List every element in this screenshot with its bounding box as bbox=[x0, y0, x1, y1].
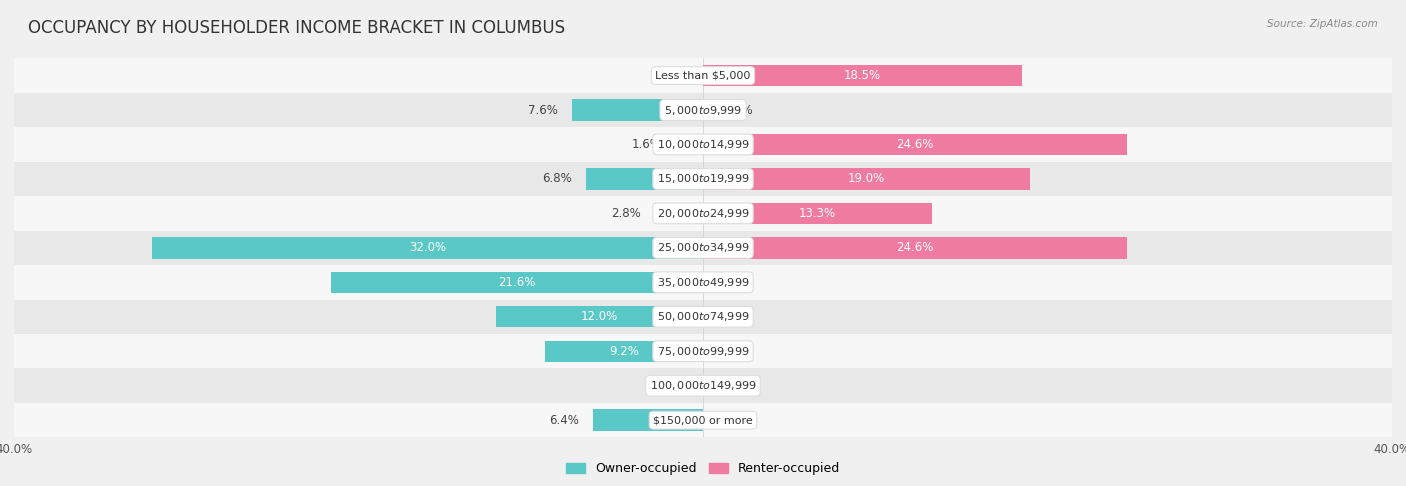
Bar bbox=[593, 410, 703, 431]
Bar bbox=[14, 93, 1392, 127]
Text: 19.0%: 19.0% bbox=[848, 173, 886, 186]
Bar bbox=[14, 334, 1392, 368]
Bar bbox=[14, 58, 1392, 93]
Text: $150,000 or more: $150,000 or more bbox=[654, 415, 752, 425]
Text: 24.6%: 24.6% bbox=[896, 242, 934, 254]
Text: $20,000 to $24,999: $20,000 to $24,999 bbox=[657, 207, 749, 220]
Bar bbox=[14, 231, 1392, 265]
Text: $15,000 to $19,999: $15,000 to $19,999 bbox=[657, 173, 749, 186]
Text: 12.0%: 12.0% bbox=[581, 310, 619, 323]
Text: $10,000 to $14,999: $10,000 to $14,999 bbox=[657, 138, 749, 151]
Text: 21.6%: 21.6% bbox=[498, 276, 536, 289]
Text: 0.0%: 0.0% bbox=[724, 379, 754, 392]
Bar bbox=[655, 203, 703, 224]
Bar bbox=[14, 368, 1392, 403]
Text: $75,000 to $99,999: $75,000 to $99,999 bbox=[657, 345, 749, 358]
Bar bbox=[14, 127, 1392, 162]
Text: 9.2%: 9.2% bbox=[609, 345, 638, 358]
Text: 0.0%: 0.0% bbox=[724, 276, 754, 289]
Text: OCCUPANCY BY HOUSEHOLDER INCOME BRACKET IN COLUMBUS: OCCUPANCY BY HOUSEHOLDER INCOME BRACKET … bbox=[28, 19, 565, 37]
Bar bbox=[703, 168, 1031, 190]
Text: 7.6%: 7.6% bbox=[529, 104, 558, 117]
Bar bbox=[703, 65, 1022, 86]
Text: Less than $5,000: Less than $5,000 bbox=[655, 70, 751, 81]
Bar bbox=[152, 237, 703, 259]
Text: 0.0%: 0.0% bbox=[652, 69, 682, 82]
Bar bbox=[703, 237, 1126, 259]
Text: 24.6%: 24.6% bbox=[896, 138, 934, 151]
Text: 6.4%: 6.4% bbox=[550, 414, 579, 427]
Text: 0.0%: 0.0% bbox=[724, 310, 754, 323]
Bar bbox=[675, 134, 703, 155]
Bar bbox=[496, 306, 703, 328]
Text: 0.0%: 0.0% bbox=[724, 104, 754, 117]
Bar bbox=[703, 203, 932, 224]
Text: 0.0%: 0.0% bbox=[652, 379, 682, 392]
Bar bbox=[703, 134, 1126, 155]
Bar bbox=[14, 196, 1392, 231]
Text: 18.5%: 18.5% bbox=[844, 69, 882, 82]
Bar bbox=[14, 299, 1392, 334]
Text: $25,000 to $34,999: $25,000 to $34,999 bbox=[657, 242, 749, 254]
Text: 0.0%: 0.0% bbox=[724, 345, 754, 358]
Bar bbox=[14, 265, 1392, 299]
Bar bbox=[586, 168, 703, 190]
Text: 0.0%: 0.0% bbox=[724, 414, 754, 427]
Legend: Owner-occupied, Renter-occupied: Owner-occupied, Renter-occupied bbox=[561, 457, 845, 481]
Text: Source: ZipAtlas.com: Source: ZipAtlas.com bbox=[1267, 19, 1378, 30]
Text: 13.3%: 13.3% bbox=[799, 207, 837, 220]
Text: 2.8%: 2.8% bbox=[612, 207, 641, 220]
Bar bbox=[544, 341, 703, 362]
Text: $35,000 to $49,999: $35,000 to $49,999 bbox=[657, 276, 749, 289]
Text: 6.8%: 6.8% bbox=[543, 173, 572, 186]
Bar bbox=[330, 272, 703, 293]
Bar bbox=[572, 99, 703, 121]
Text: 32.0%: 32.0% bbox=[409, 242, 446, 254]
Text: $5,000 to $9,999: $5,000 to $9,999 bbox=[664, 104, 742, 117]
Bar bbox=[14, 403, 1392, 437]
Text: $100,000 to $149,999: $100,000 to $149,999 bbox=[650, 379, 756, 392]
Text: 1.6%: 1.6% bbox=[631, 138, 662, 151]
Text: $50,000 to $74,999: $50,000 to $74,999 bbox=[657, 310, 749, 323]
Bar bbox=[14, 162, 1392, 196]
